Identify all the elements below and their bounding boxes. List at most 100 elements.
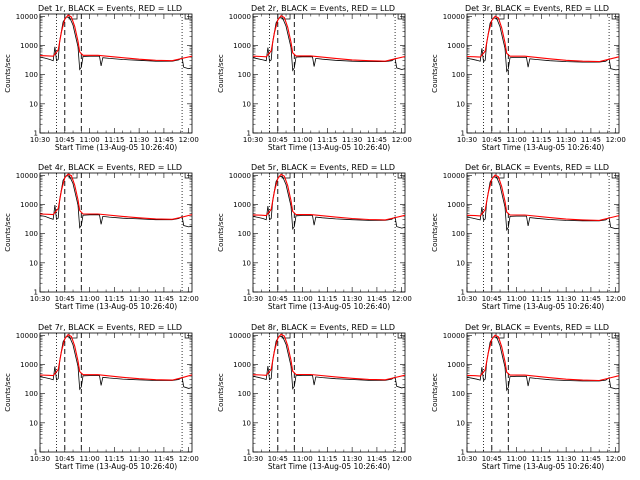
panel-5-x-tick-label: 10:45 <box>268 295 288 303</box>
panel-1-x-tick-label: 10:45 <box>55 136 75 144</box>
panel-4-frame <box>39 172 193 293</box>
panel-4-x-tick-label: 11:45 <box>154 295 174 303</box>
panel-3-title: Det 3r, BLACK = Events, RED = LLD <box>465 4 609 13</box>
panel-1-x-tick-label: 12:00 <box>179 136 199 144</box>
panel-6-title: Det 6r, BLACK = Events, RED = LLD <box>465 163 609 172</box>
panel-1-x-tick-label: 11:30 <box>129 136 149 144</box>
panel-8-x-tick-label: 10:30 <box>243 455 263 463</box>
panel-8-x-tick-label: 11:45 <box>367 455 387 463</box>
panel-4-y-tick-label: 100 <box>25 230 38 238</box>
panel-8-x-axis-label: Start Time (13-Aug-05 10:26:40) <box>268 462 390 471</box>
panel-3-end-bracket <box>611 14 619 20</box>
panel-6-y-tick-label: 1000 <box>447 201 465 209</box>
panel-8-y-tick-label: 10000 <box>229 332 251 340</box>
panel-4-x-tick-label: 11:15 <box>104 295 124 303</box>
panel-5-y-tick-label: 10 <box>242 259 251 267</box>
panel-1-y-tick-label: 10 <box>29 100 38 108</box>
panel-6-x-axis-label: Start Time (13-Aug-05 10:26:40) <box>482 302 604 311</box>
panel-1-frame <box>39 13 193 134</box>
panel-9-y-tick-label: 1 <box>461 449 465 457</box>
panel-6-end-bracket <box>611 173 619 179</box>
panel-9-x-tick-label: 11:00 <box>506 455 526 463</box>
panel-6-x-tick-label: 11:00 <box>506 295 526 303</box>
panel-7-y-axis-label: Counts/sec <box>4 373 12 412</box>
panel-1-x-axis-label: Start Time (13-Aug-05 10:26:40) <box>55 143 177 152</box>
panel-5-frame <box>252 172 406 293</box>
panel-5-x-tick-label: 11:15 <box>317 295 337 303</box>
panel-2-end-bracket <box>397 14 405 20</box>
panel-5-x-tick-label: 11:00 <box>292 295 312 303</box>
panel-7-y-tick-label: 100 <box>25 390 38 398</box>
panel-3-x-tick-label: 10:45 <box>482 136 502 144</box>
panel-9-x-axis-label: Start Time (13-Aug-05 10:26:40) <box>482 462 604 471</box>
panel-6-y-axis-label: Counts/sec <box>431 213 439 252</box>
panel-9-y-tick-label: 10 <box>456 419 465 427</box>
panel-2-y-axis-label: Counts/sec <box>217 54 225 93</box>
panel-4-y-axis-label: Counts/sec <box>4 213 12 252</box>
panel-7-x-tick-label: 10:45 <box>55 455 75 463</box>
panel-9-x-tick-label: 11:30 <box>556 455 576 463</box>
panel-9-x-tick-label: 10:30 <box>457 455 477 463</box>
panel-6-frame <box>466 172 620 293</box>
panel-5-y-tick-label: 1000 <box>233 201 251 209</box>
panel-1-y-axis-label: Counts/sec <box>4 54 12 93</box>
panel-3-x-tick-label: 11:15 <box>531 136 551 144</box>
panel-9-x-tick-label: 10:45 <box>482 455 502 463</box>
panel-3-x-tick-label: 11:45 <box>581 136 601 144</box>
panel-7-title: Det 7r, BLACK = Events, RED = LLD <box>38 323 182 332</box>
panel-3-x-tick-label: 10:30 <box>457 136 477 144</box>
panel-8-x-tick-label: 11:00 <box>292 455 312 463</box>
panel-6-x-tick-label: 11:45 <box>581 295 601 303</box>
panel-9-title: Det 9r, BLACK = Events, RED = LLD <box>465 323 609 332</box>
panel-8-x-tick-label: 11:15 <box>317 455 337 463</box>
panel-4-x-tick-label: 10:30 <box>30 295 50 303</box>
panel-3-x-axis-label: Start Time (13-Aug-05 10:26:40) <box>482 143 604 152</box>
panel-2-x-tick-label: 12:00 <box>392 136 412 144</box>
panel-9-y-tick-label: 1000 <box>447 361 465 369</box>
panel-3-x-tick-label: 12:00 <box>606 136 626 144</box>
panel-1-x-tick-label: 11:00 <box>79 136 99 144</box>
panel-8-y-tick-label: 1000 <box>233 361 251 369</box>
panel-8-y-tick-label: 1 <box>247 449 251 457</box>
panel-9-x-tick-label: 11:15 <box>531 455 551 463</box>
panel-3-y-tick-label: 1000 <box>447 42 465 50</box>
panel-7-x-tick-label: 11:45 <box>154 455 174 463</box>
panel-9-frame <box>466 332 620 453</box>
panel-2-x-tick-label: 11:15 <box>317 136 337 144</box>
panel-9-y-tick-label: 100 <box>452 390 465 398</box>
panel-8-x-tick-label: 10:45 <box>268 455 288 463</box>
panel-4-x-tick-label: 12:00 <box>179 295 199 303</box>
panel-7-x-axis-label: Start Time (13-Aug-05 10:26:40) <box>55 462 177 471</box>
panel-1-y-tick-label: 10000 <box>16 13 38 21</box>
panel-7-x-tick-label: 11:00 <box>79 455 99 463</box>
panel-1-end-bracket <box>184 14 192 20</box>
panel-2-x-axis-label: Start Time (13-Aug-05 10:26:40) <box>268 143 390 152</box>
panel-2-frame <box>252 13 406 134</box>
panel-3-y-tick-label: 1 <box>461 130 465 138</box>
panel-8-frame <box>252 332 406 453</box>
panel-4-title: Det 4r, BLACK = Events, RED = LLD <box>38 163 182 172</box>
panel-7-x-tick-label: 10:30 <box>30 455 50 463</box>
panel-7-end-bracket <box>184 333 192 339</box>
panel-7-y-tick-label: 1000 <box>20 361 38 369</box>
panel-9-series-lld <box>466 334 620 382</box>
panel-6-x-tick-label: 12:00 <box>606 295 626 303</box>
panel-5-y-tick-label: 1 <box>247 289 251 297</box>
panel-7-x-tick-label: 11:30 <box>129 455 149 463</box>
panel-7-y-tick-label: 1 <box>34 449 38 457</box>
panel-5-y-tick-label: 100 <box>238 230 251 238</box>
panel-4-series-lld <box>39 173 193 220</box>
panel-8-interval-bracket <box>281 333 291 339</box>
panel-8-y-axis-label: Counts/sec <box>217 373 225 412</box>
panel-5-x-tick-label: 11:30 <box>342 295 362 303</box>
panel-1-y-tick-label: 1000 <box>20 42 38 50</box>
panel-2-series-lld <box>252 14 406 62</box>
panel-9-y-axis-label: Counts/sec <box>431 373 439 412</box>
panel-2-x-tick-label: 11:30 <box>342 136 362 144</box>
panel-5-x-tick-label: 10:30 <box>243 295 263 303</box>
panel-7-x-tick-label: 12:00 <box>179 455 199 463</box>
panel-7-y-tick-label: 10000 <box>16 332 38 340</box>
panel-4-end-bracket <box>184 173 192 179</box>
panel-8-y-tick-label: 10 <box>242 419 251 427</box>
